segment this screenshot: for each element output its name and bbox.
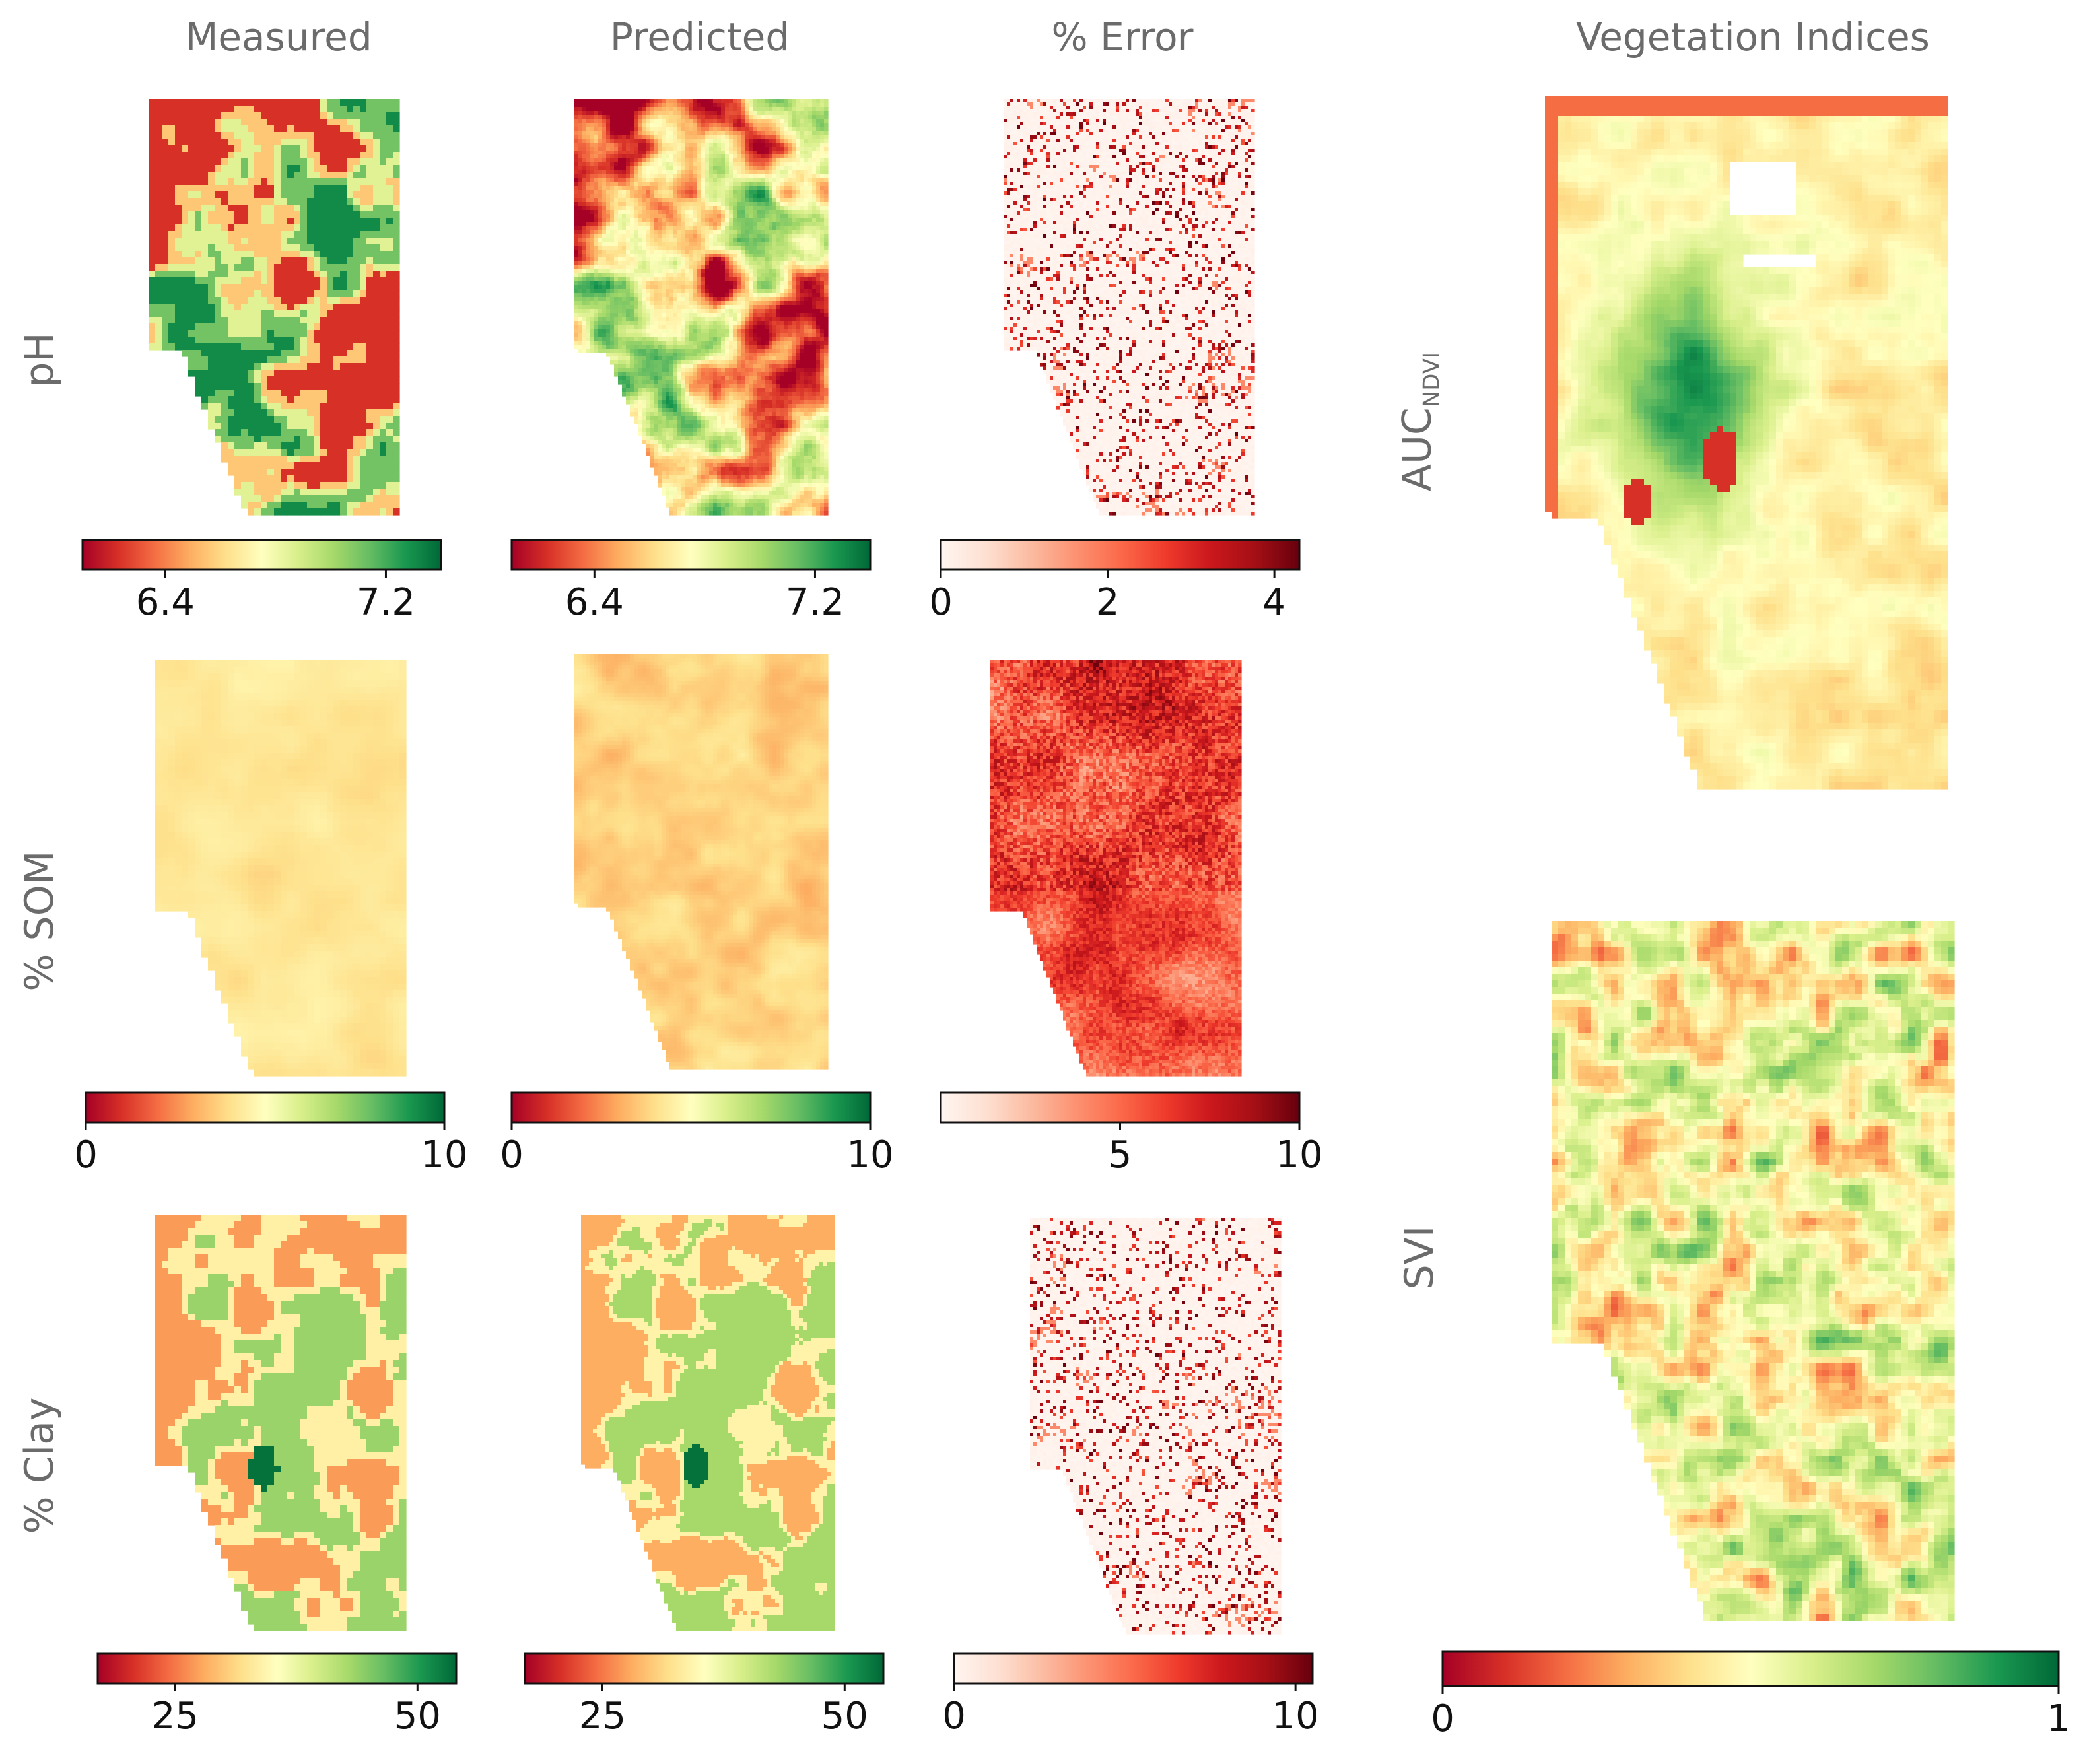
colorbar-tick-label: 0 [500, 1134, 524, 1176]
colorbar-tick-label: 0 [942, 1695, 966, 1738]
colorbar-ph-measured: 6.4 7.2 [83, 540, 442, 626]
colorbar-gradient [525, 1654, 883, 1683]
heatmap-cells [1545, 96, 1948, 790]
colorbar-tick-label: 50 [394, 1695, 441, 1738]
colorbar-tick-label: 10 [846, 1134, 893, 1176]
heatmap-clay-measured [155, 1215, 406, 1631]
colorbar-tick-label: 6.4 [136, 581, 195, 624]
heatmap-clay-error [1030, 1218, 1281, 1634]
auc-sub-label: NDVI [1419, 352, 1445, 407]
heatmap-cells [1552, 921, 1955, 1621]
colorbar-gradient [83, 540, 441, 570]
colorbar-gradient [98, 1654, 456, 1683]
row-title-svi: SVI [1396, 1126, 1443, 1390]
colorbar-tick-label: 0 [1431, 1697, 1454, 1740]
colorbar-ph-predicted: 6.4 7.2 [512, 540, 872, 626]
colorbar-tick-label: 1 [2047, 1697, 2070, 1740]
heatmap-ph-predicted [574, 99, 825, 515]
colorbar-tick-label: 4 [1262, 581, 1286, 624]
row-title-ph: pH [17, 228, 63, 492]
auc-main-label: AUC [1394, 407, 1441, 491]
heatmap-auc-ndvi [1545, 96, 1948, 789]
heatmap-svi [1552, 921, 1954, 1621]
colorbar-tick-label: 10 [1272, 1695, 1319, 1738]
colorbar-tick-label: 0 [929, 581, 953, 624]
column-title-vegetation: Vegetation Indices [1555, 15, 1951, 59]
row-title-som: % SOM [17, 789, 63, 1053]
heatmap-cells [1030, 1218, 1282, 1635]
colorbar-som-error: 5 10 [941, 1093, 1301, 1178]
heatmap-cells [574, 654, 829, 1070]
column-title-measured: Measured [81, 15, 477, 59]
colorbar-clay-measured: 25 50 [98, 1654, 458, 1740]
column-title-predicted: Predicted [502, 15, 898, 59]
heatmap-cells [581, 1215, 835, 1631]
heatmap-som-predicted [574, 654, 825, 1069]
heatmap-clay-predicted [581, 1215, 832, 1631]
colorbar-tick-label: 5 [1109, 1134, 1132, 1176]
row-title-auc: AUCNDVI [1394, 290, 1445, 554]
colorbar-gradient [941, 540, 1299, 570]
colorbar-tick-label: 10 [421, 1134, 467, 1176]
heatmap-som-measured [155, 660, 406, 1076]
heatmap-ph-error [1004, 99, 1254, 515]
colorbar-clay-predicted: 25 50 [525, 1654, 885, 1740]
colorbar-gradient [86, 1093, 444, 1122]
colorbar-tick-label: 7.2 [357, 581, 415, 624]
colorbar-clay-error: 0 10 [954, 1654, 1314, 1740]
heatmap-cells [155, 1215, 407, 1631]
colorbar-gradient [954, 1654, 1313, 1683]
heatmap-cells [1004, 99, 1255, 516]
colorbar-tick-label: 6.4 [565, 581, 624, 624]
heatmap-cells [990, 660, 1242, 1077]
colorbar-tick-label: 25 [579, 1695, 626, 1738]
column-title-error: % Error [924, 15, 1320, 59]
heatmap-cells [574, 99, 829, 516]
heatmap-som-error [990, 660, 1241, 1076]
heatmap-cells [149, 99, 400, 516]
colorbar-som-predicted: 0 10 [512, 1093, 872, 1178]
heatmap-ph-measured [149, 99, 399, 515]
colorbar-tick-label: 50 [821, 1695, 868, 1738]
colorbar-som-measured: 0 10 [86, 1093, 446, 1178]
heatmap-cells [155, 660, 407, 1077]
colorbar-tick-label: 10 [1276, 1134, 1322, 1176]
colorbar-gradient [512, 540, 870, 570]
colorbar-gradient [1443, 1652, 2059, 1686]
colorbar-gradient [941, 1093, 1299, 1122]
row-title-clay: % Clay [17, 1334, 63, 1598]
colorbar-gradient [512, 1093, 870, 1122]
colorbar-tick-label: 7.2 [786, 581, 844, 624]
colorbar-tick-label: 0 [74, 1134, 98, 1176]
colorbar-tick-label: 25 [152, 1695, 199, 1738]
colorbar-tick-label: 2 [1096, 581, 1120, 624]
